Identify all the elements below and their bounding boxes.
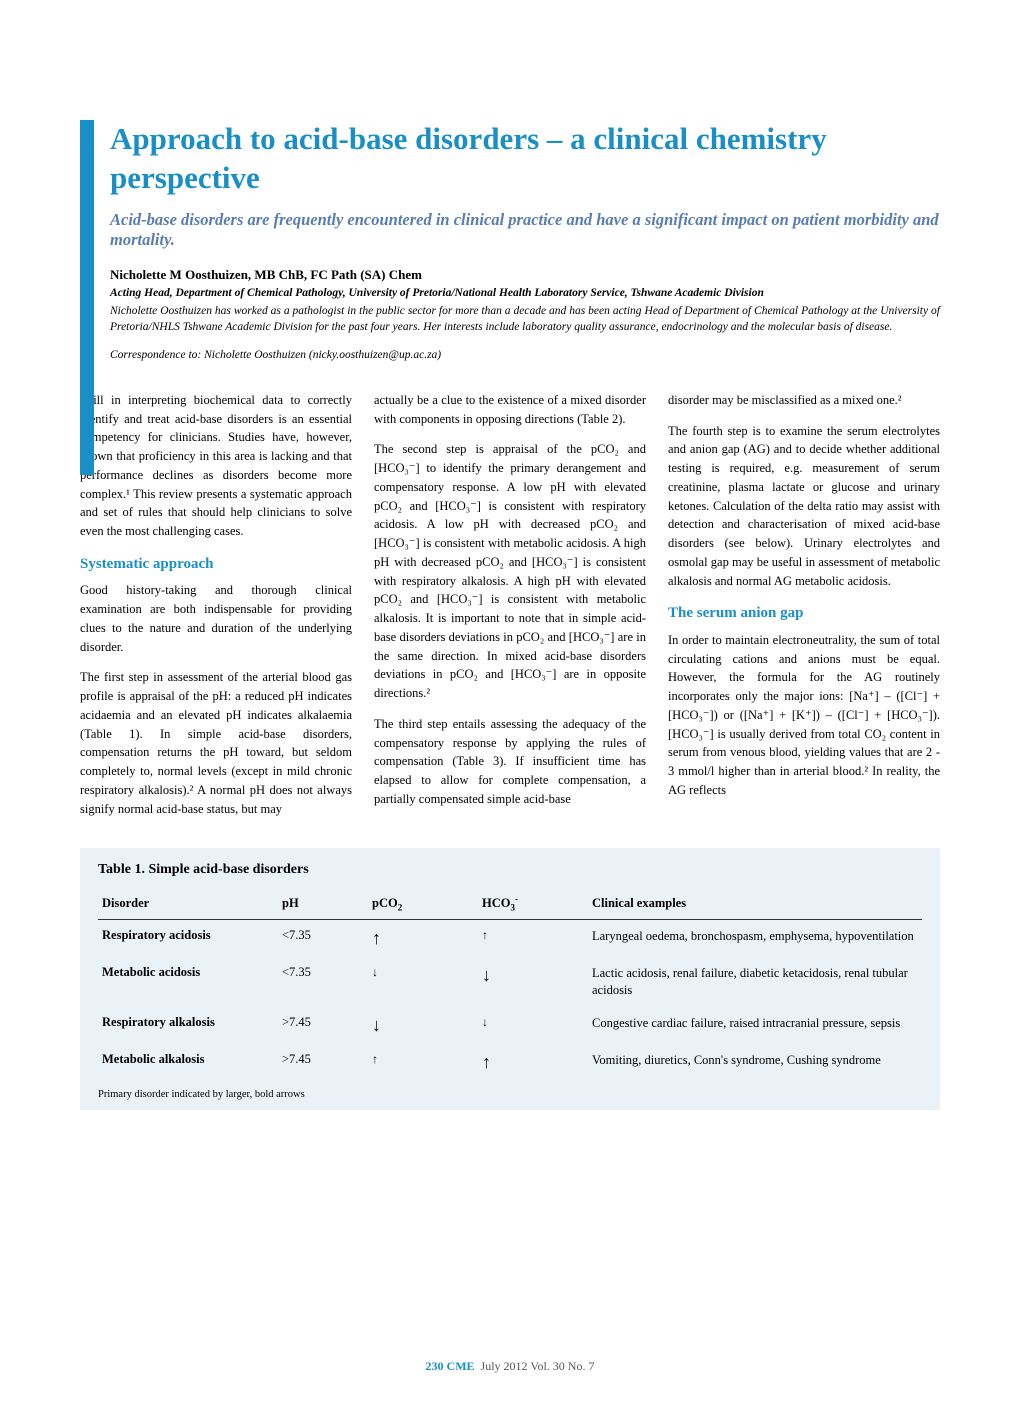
table-row: Metabolic alkalosis>7.45↑↑Vomiting, diur… xyxy=(98,1044,922,1081)
hco3-cell: ↓ xyxy=(478,1007,588,1044)
col-header: HCO3- xyxy=(478,888,588,919)
page-footer: 230 CME July 2012 Vol. 30 No. 7 xyxy=(0,1359,1020,1374)
pco2-cell: ↑ xyxy=(368,1044,478,1081)
body-paragraph: The third step entails assessing the ade… xyxy=(374,715,646,809)
col-header: Clinical examples xyxy=(588,888,922,919)
body-paragraph: actually be a clue to the existence of a… xyxy=(374,391,646,429)
ph-cell: >7.45 xyxy=(278,1007,368,1044)
disorder-cell: Metabolic acidosis xyxy=(98,957,278,1007)
issue-info: July 2012 Vol. 30 No. 7 xyxy=(481,1359,595,1373)
body-paragraph: The second step is appraisal of the pCO₂… xyxy=(374,440,646,703)
author-name: Nicholette M Oosthuizen, MB ChB, FC Path… xyxy=(110,267,940,283)
ph-cell: <7.35 xyxy=(278,957,368,1007)
article-subtitle: Acid-base disorders are frequently encou… xyxy=(110,210,940,251)
table-row: Respiratory acidosis<7.35↑↑Laryngeal oed… xyxy=(98,920,922,958)
pco2-cell: ↑ xyxy=(368,920,478,958)
body-paragraph: The fourth step is to examine the serum … xyxy=(668,422,940,591)
body-paragraph: disorder may be misclassified as a mixed… xyxy=(668,391,940,410)
body-paragraph: Skill in interpreting biochemical data t… xyxy=(80,391,352,541)
column-2: actually be a clue to the existence of a… xyxy=(374,391,646,831)
accent-bar xyxy=(80,120,94,475)
page-number: 230 xyxy=(426,1359,444,1373)
column-1: Skill in interpreting biochemical data t… xyxy=(80,391,352,831)
journal-name: CME xyxy=(447,1359,475,1373)
pco2-cell: ↓ xyxy=(368,1007,478,1044)
author-bio: Nicholette Oosthuizen has worked as a pa… xyxy=(110,303,940,335)
col-header: pCO2 xyxy=(368,888,478,919)
examples-cell: Lactic acidosis, renal failure, diabetic… xyxy=(588,957,922,1007)
ph-cell: >7.45 xyxy=(278,1044,368,1081)
section-heading-anion-gap: The serum anion gap xyxy=(668,602,940,625)
pco2-cell: ↓ xyxy=(368,957,478,1007)
correspondence: Correspondence to: Nicholette Oosthuizen… xyxy=(110,349,940,361)
disorder-cell: Metabolic alkalosis xyxy=(98,1044,278,1081)
table-title: Table 1. Simple acid-base disorders xyxy=(98,862,922,878)
examples-cell: Congestive cardiac failure, raised intra… xyxy=(588,1007,922,1044)
header-block: Approach to acid-base disorders – a clin… xyxy=(110,120,940,361)
acid-base-table: Disorder pH pCO2 HCO3- Clinical examples… xyxy=(98,888,922,1080)
article-title: Approach to acid-base disorders – a clin… xyxy=(110,120,940,198)
table-1: Table 1. Simple acid-base disorders Diso… xyxy=(80,848,940,1109)
section-heading-systematic: Systematic approach xyxy=(80,553,352,576)
column-3: disorder may be misclassified as a mixed… xyxy=(668,391,940,831)
author-affiliation: Acting Head, Department of Chemical Path… xyxy=(110,287,940,299)
table-row: Respiratory alkalosis>7.45↓↓Congestive c… xyxy=(98,1007,922,1044)
hco3-cell: ↑ xyxy=(478,920,588,958)
ph-cell: <7.35 xyxy=(278,920,368,958)
col-header: pH xyxy=(278,888,368,919)
hco3-cell: ↓ xyxy=(478,957,588,1007)
table-row: Metabolic acidosis<7.35↓↓Lactic acidosis… xyxy=(98,957,922,1007)
body-columns: Skill in interpreting biochemical data t… xyxy=(80,391,940,831)
body-paragraph: In order to maintain electroneutrality, … xyxy=(668,631,940,800)
disorder-cell: Respiratory alkalosis xyxy=(98,1007,278,1044)
examples-cell: Laryngeal oedema, bronchospasm, emphysem… xyxy=(588,920,922,958)
disorder-cell: Respiratory acidosis xyxy=(98,920,278,958)
body-paragraph: Good history-taking and thorough clinica… xyxy=(80,581,352,656)
col-header: Disorder xyxy=(98,888,278,919)
examples-cell: Vomiting, diuretics, Conn's syndrome, Cu… xyxy=(588,1044,922,1081)
table-footnote: Primary disorder indicated by larger, bo… xyxy=(98,1089,922,1100)
body-paragraph: The first step in assessment of the arte… xyxy=(80,668,352,818)
hco3-cell: ↑ xyxy=(478,1044,588,1081)
